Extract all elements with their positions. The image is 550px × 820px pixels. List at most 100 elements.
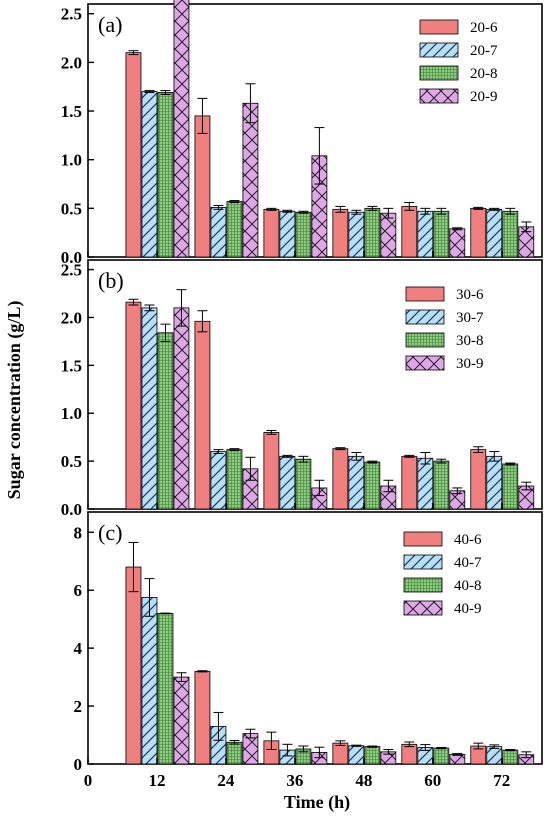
bar [279, 455, 296, 510]
x-tick-label: 0 [84, 771, 93, 790]
bar [210, 206, 227, 258]
legend-label: 20-7 [470, 43, 498, 59]
panel-b: 0.0 0.5 1.0 1.5 2.0 2.5 (b) 30-6 30-7 30-8 30-9 [61, 259, 543, 519]
legend-label: 20-6 [470, 20, 498, 36]
y-axis-title: Sugar concentration (g/L) [4, 301, 25, 500]
bar [332, 742, 349, 765]
bar [348, 745, 365, 765]
y-tick-label: 2 [74, 697, 83, 716]
legend-label: 40-8 [454, 578, 482, 594]
bar [449, 754, 466, 765]
y-tick-label: 1.5 [61, 356, 82, 375]
y-tick-label: 1.0 [61, 404, 82, 423]
x-tick-label: 12 [148, 771, 165, 790]
bar [433, 747, 450, 765]
y-tick-label: 2.0 [61, 53, 82, 72]
bar [380, 212, 397, 258]
bar [364, 746, 381, 765]
legend-label: 30-7 [456, 310, 484, 326]
bar [364, 207, 381, 258]
legend-label: 40-9 [454, 601, 482, 617]
legend-label: 20-8 [470, 66, 498, 82]
legend-label: 30-9 [456, 356, 484, 372]
legend-swatch [405, 286, 445, 302]
bar [486, 455, 503, 510]
y-tick-label: 1.0 [61, 151, 82, 170]
bar [417, 457, 434, 510]
y-tick-label: 2.5 [61, 261, 82, 280]
bar [226, 741, 243, 765]
bar [348, 211, 365, 258]
legend-swatch [405, 332, 445, 348]
bar [486, 746, 503, 765]
panel-a: 0.0 0.5 1.0 1.5 2.0 2.5 (a) 20-6 20-7 20-8 20-9 [61, 0, 543, 267]
bar [295, 458, 312, 510]
bar [470, 207, 487, 258]
bar [502, 749, 519, 765]
bar [295, 211, 312, 258]
bar [173, 307, 190, 510]
legend-label: 40-7 [454, 555, 482, 571]
x-axis-title: Time (h) [284, 792, 350, 813]
legend-label: 30-8 [456, 333, 484, 349]
y-tick-label: 0.0 [61, 248, 82, 267]
legend-swatch [403, 577, 443, 593]
bar [449, 228, 466, 258]
y-tick-label: 0.0 [61, 500, 82, 519]
bar [401, 455, 418, 510]
y-tick-label: 4 [74, 639, 83, 658]
bar [401, 743, 418, 765]
x-tick-label: 72 [493, 771, 510, 790]
legend-swatch [403, 531, 443, 547]
panel-label: (c) [98, 520, 122, 545]
legend-swatch [419, 42, 459, 58]
y-tick-label: 2.0 [61, 308, 82, 327]
bar [194, 320, 211, 510]
bar [125, 301, 142, 510]
panels-layer: 0.00.51.01.52.02.5 (a) 20-620-720-820-90.0… [61, 0, 543, 774]
y-tick-label: 0.5 [61, 199, 82, 218]
bar [502, 463, 519, 510]
x-tick-label: 60 [424, 771, 441, 790]
bar [433, 460, 450, 510]
legend-label: 40-6 [454, 532, 482, 548]
bar [332, 448, 349, 510]
bar [417, 210, 434, 258]
bar [141, 597, 158, 765]
bar [486, 208, 503, 258]
bar [141, 307, 158, 510]
bar [242, 102, 259, 258]
bar [348, 455, 365, 510]
y-tick-label: 2.5 [61, 5, 82, 24]
legend-swatch [403, 554, 443, 570]
bar [502, 210, 519, 258]
y-tick-label: 0.5 [61, 452, 82, 471]
bar [157, 612, 174, 765]
bar [173, 0, 190, 258]
bar [263, 431, 280, 510]
bar [125, 566, 142, 765]
bar [194, 115, 211, 258]
legend-swatch [419, 88, 459, 104]
bar [194, 670, 211, 765]
legend-swatch [405, 355, 445, 371]
legend-swatch [419, 65, 459, 81]
bar [433, 210, 450, 258]
bar [125, 52, 142, 258]
bar [263, 208, 280, 258]
bar [364, 461, 381, 510]
panel-label: (a) [98, 12, 122, 37]
bar [401, 205, 418, 258]
x-tick-label: 24 [217, 771, 235, 790]
bar [157, 332, 174, 510]
bar [226, 449, 243, 510]
bar [279, 210, 296, 258]
legend-swatch [419, 19, 459, 35]
y-tick-label: 1.5 [61, 102, 82, 121]
y-tick-label: 8 [74, 523, 83, 542]
panel-c: 0 2 4 6 8 (c) 40-6 40-7 40-8 40-9 [74, 511, 543, 774]
x-tick-label: 36 [286, 771, 303, 790]
legend-label: 30-6 [456, 287, 484, 303]
bar [173, 676, 190, 765]
